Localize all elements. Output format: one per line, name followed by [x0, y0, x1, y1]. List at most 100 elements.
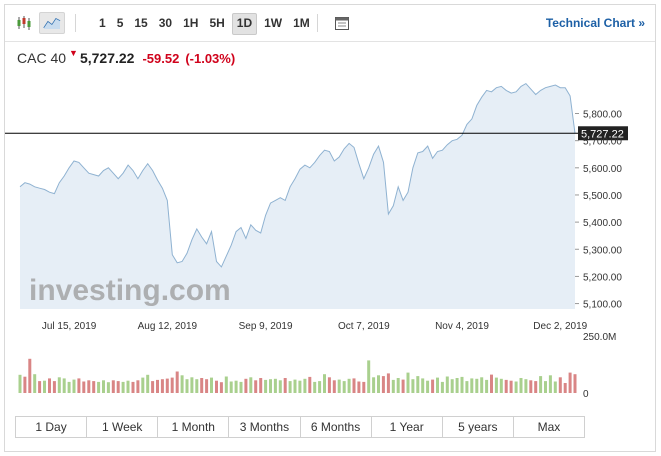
volume-bar — [205, 379, 209, 393]
interval-30[interactable]: 30 — [158, 16, 173, 30]
volume-bar — [406, 372, 410, 393]
range-5-years[interactable]: 5 years — [443, 417, 514, 437]
volume-bar — [43, 380, 46, 393]
interval-1d[interactable]: 1D — [231, 13, 258, 35]
volume-bar — [381, 376, 385, 393]
volume-bar — [573, 374, 577, 393]
range-1-day[interactable]: 1 Day — [16, 417, 88, 437]
volume-bar — [33, 374, 37, 393]
range-max[interactable]: Max — [537, 420, 561, 434]
volume-bar — [529, 380, 533, 393]
volume-bar — [210, 377, 213, 393]
volume-bar — [234, 380, 238, 393]
range-buttons: 1 Day 1 Week 1 Month 3 Months 6 Months 1… — [15, 416, 585, 438]
x-tick-label: Dec 2, 2019 — [533, 321, 587, 332]
volume-bar — [160, 379, 164, 393]
volume-bar — [377, 375, 380, 393]
volume-bar — [342, 381, 346, 393]
volume-bar — [440, 381, 444, 393]
volume-bar — [391, 379, 395, 393]
volume-bar — [190, 377, 194, 393]
y-tick-label: 5,600.00 — [583, 164, 622, 175]
volume-bar — [544, 381, 547, 393]
investing-watermark: investing.com — [29, 274, 231, 307]
volume-bar — [28, 358, 32, 393]
volume-bar — [249, 377, 253, 393]
volume-bar — [52, 381, 56, 393]
volume-bar — [431, 379, 435, 393]
interval-15[interactable]: 15 — [134, 16, 148, 30]
volume-bar — [131, 381, 135, 393]
technical-chart-link[interactable]: Technical Chart » — [545, 16, 645, 30]
volume-bar — [436, 377, 439, 393]
interval-1m[interactable]: 1M — [293, 16, 310, 30]
volume-bar — [362, 381, 366, 393]
instrument-name: CAC 40 — [17, 50, 67, 66]
svg-text:5,727.22: 5,727.22 — [581, 128, 624, 140]
volume-bar — [180, 375, 184, 393]
volume-bar — [72, 379, 76, 393]
volume-bar — [87, 380, 91, 393]
volume-bar — [62, 378, 66, 393]
range-6-months[interactable]: 6 Months — [301, 417, 372, 437]
volume-bar — [185, 379, 189, 393]
calendar-icon[interactable] — [331, 12, 353, 34]
volume-bar — [151, 381, 155, 393]
volume-bar — [92, 381, 96, 393]
interval-1[interactable]: 1 — [99, 16, 106, 30]
volume-bar — [401, 379, 405, 393]
volume-bar — [318, 381, 322, 393]
interval-1h[interactable]: 1H — [183, 16, 199, 30]
range-1-year[interactable]: 1 Year — [372, 417, 443, 437]
volume-bar — [421, 378, 425, 393]
volume-bar — [568, 372, 572, 393]
interval-5[interactable]: 5 — [116, 16, 124, 30]
range-1-month[interactable]: 1 Month — [158, 417, 230, 437]
volume-bar — [450, 379, 454, 393]
volume-bar — [470, 378, 474, 393]
volume-bar — [18, 374, 22, 393]
volume-bar — [23, 376, 27, 393]
volume-bar — [313, 381, 317, 393]
svg-text:investing.com: investing.com — [29, 274, 231, 307]
quote-header: CAC 40 ▼ 5,727.22 -59.52 (-1.03%) — [17, 48, 236, 66]
toolbar-separator — [75, 14, 76, 32]
volume-bar — [288, 381, 292, 393]
area-chart-icon[interactable] — [39, 12, 65, 34]
volume-bar — [175, 371, 179, 393]
volume-bar — [229, 381, 233, 393]
x-tick-label: Oct 7, 2019 — [338, 321, 390, 332]
volume-bar — [219, 382, 223, 393]
volume-bar — [426, 380, 430, 393]
volume-bar — [553, 381, 557, 393]
volume-bar — [82, 381, 86, 393]
x-tick-label: Aug 12, 2019 — [138, 321, 198, 332]
price-change-percent: (-1.03%) — [185, 51, 236, 66]
volume-bar — [121, 381, 125, 393]
interval-5h[interactable]: 5H — [209, 16, 225, 30]
candlestick-icon[interactable] — [13, 12, 35, 34]
volume-bar — [259, 378, 263, 393]
volume-bar — [254, 380, 258, 393]
volume-bar — [273, 378, 277, 393]
volume-bar — [38, 381, 42, 393]
price-area — [20, 83, 575, 309]
x-tick-label: Jul 15, 2019 — [42, 321, 97, 332]
volume-bar — [141, 377, 145, 393]
range-3-months[interactable]: 3 Months — [229, 417, 301, 437]
volume-bar — [156, 379, 159, 393]
range-1-week[interactable]: 1 Week — [87, 417, 159, 437]
volume-bar — [514, 381, 518, 393]
volume-bar — [48, 378, 51, 393]
price-chart[interactable]: investing.com 5,727.22 5,100.00 5,200.00 5… — [5, 45, 655, 405]
volume-bar — [67, 381, 71, 393]
volume-bar — [519, 378, 523, 393]
volume-bar — [509, 380, 513, 393]
y-tick-label: 5,200.00 — [583, 272, 622, 283]
volume-bar — [352, 378, 356, 393]
volume-bar — [323, 374, 326, 393]
volume-bar — [298, 380, 302, 393]
y-tick-label: 5,500.00 — [583, 191, 622, 202]
y-tick-label: 5,700.00 — [583, 137, 622, 148]
interval-1w[interactable]: 1W — [264, 16, 283, 30]
